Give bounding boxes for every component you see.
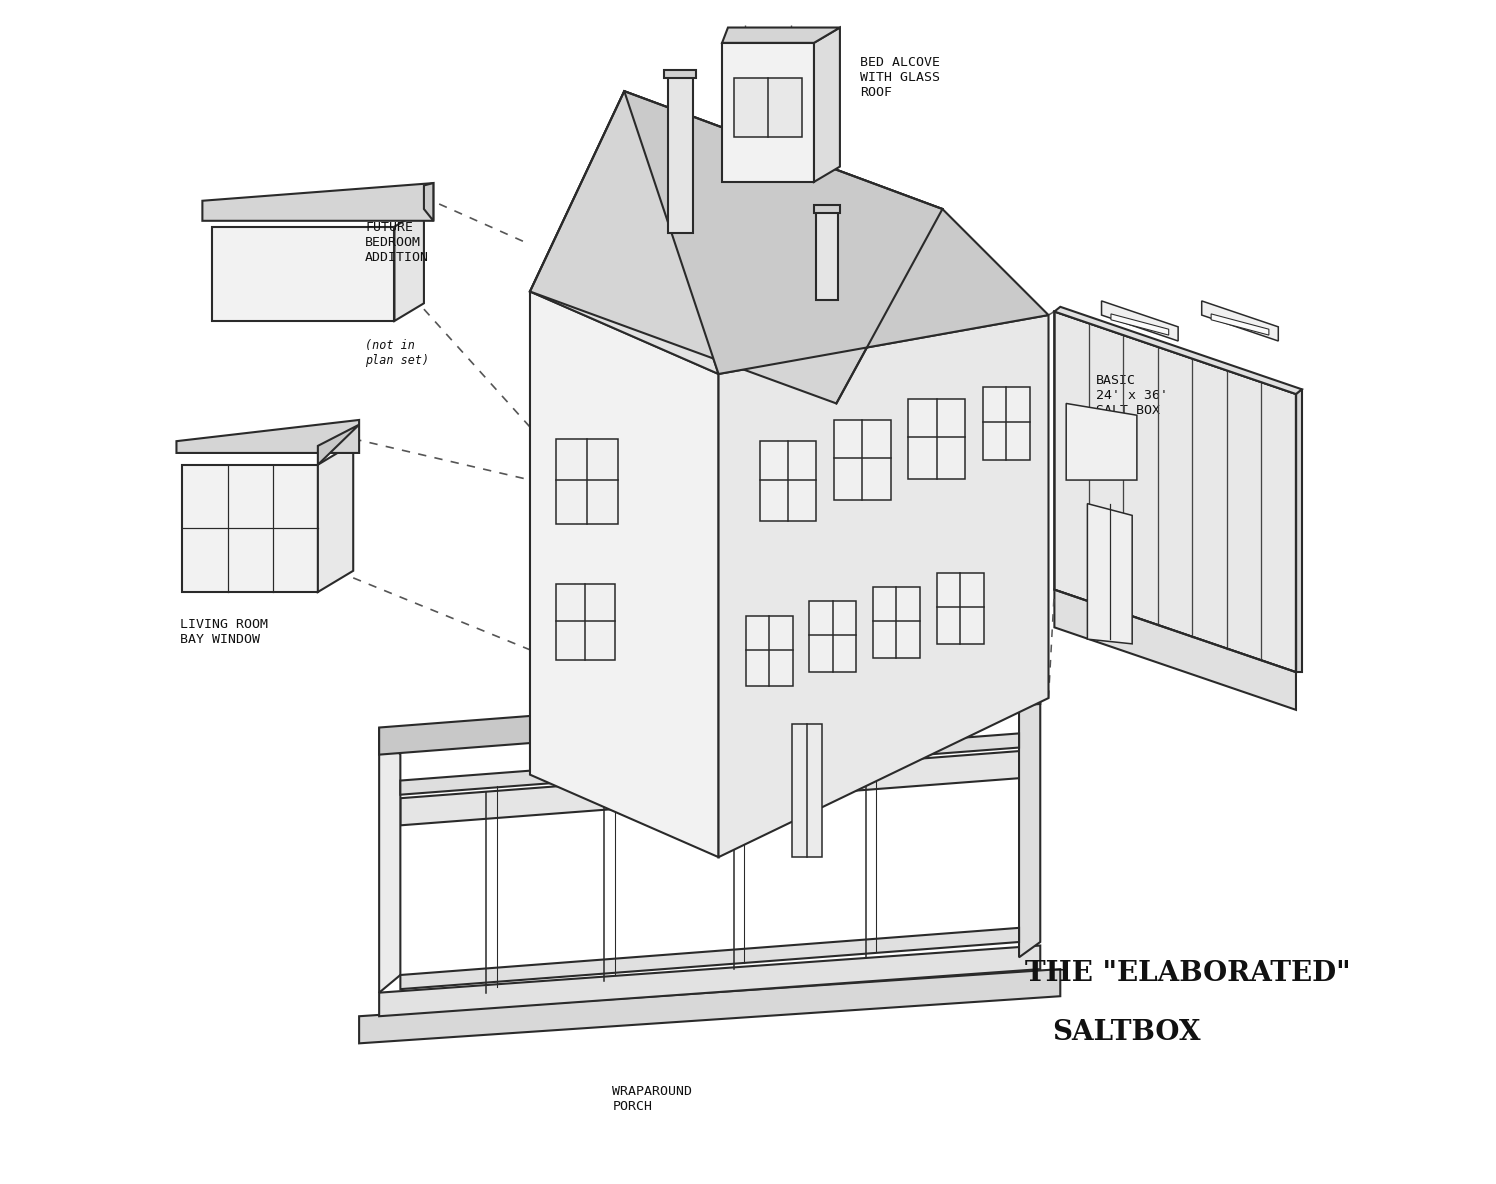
Polygon shape [378,677,1040,754]
Polygon shape [530,91,718,374]
Polygon shape [1112,314,1168,335]
Polygon shape [1067,404,1137,480]
Polygon shape [317,425,359,465]
Polygon shape [791,723,823,857]
Polygon shape [395,210,423,321]
Polygon shape [401,928,1019,989]
Text: BED ALCOVE
WITH GLASS
ROOF: BED ALCOVE WITH GLASS ROOF [860,56,939,98]
Polygon shape [936,573,984,644]
Polygon shape [183,465,317,592]
Polygon shape [760,442,817,521]
Text: BASIC
24' x 36'
SALT BOX: BASIC 24' x 36' SALT BOX [1095,374,1168,417]
Polygon shape [735,78,802,137]
Text: SOLAR
SUNSPACE: SOLAR SUNSPACE [966,507,1031,535]
Polygon shape [401,733,1019,794]
Polygon shape [401,751,1019,825]
Text: WRAPAROUND
PORCH: WRAPAROUND PORCH [612,1085,693,1113]
Polygon shape [378,727,401,992]
Polygon shape [814,27,839,182]
Polygon shape [1055,590,1296,710]
Text: FUTURE
BEDROOM
ADDITION: FUTURE BEDROOM ADDITION [365,220,429,264]
Text: LIVING ROOM
BAY WINDOW: LIVING ROOM BAY WINDOW [180,618,268,646]
Polygon shape [177,420,359,453]
Polygon shape [624,91,1049,374]
Polygon shape [212,226,395,321]
Polygon shape [1088,503,1132,644]
Polygon shape [809,601,856,673]
Polygon shape [557,439,618,523]
Text: (not in
plan set): (not in plan set) [365,339,429,367]
Polygon shape [908,399,965,478]
Polygon shape [557,584,615,661]
Polygon shape [1212,314,1269,335]
Polygon shape [1296,390,1302,673]
Polygon shape [817,210,838,300]
Polygon shape [745,616,793,687]
Polygon shape [983,387,1029,461]
Polygon shape [835,420,890,500]
Polygon shape [1101,301,1179,341]
Polygon shape [1055,311,1296,673]
Polygon shape [1019,677,1040,958]
Polygon shape [530,91,942,404]
Polygon shape [423,184,434,220]
Polygon shape [718,315,1049,857]
Polygon shape [530,291,718,857]
Polygon shape [723,43,814,182]
Polygon shape [667,73,693,232]
Text: SALTBOX: SALTBOX [1052,1018,1201,1045]
Polygon shape [664,70,696,78]
Polygon shape [1055,307,1302,394]
Polygon shape [814,206,839,213]
Text: THE "ELABORATED": THE "ELABORATED" [1025,960,1351,986]
Polygon shape [1201,301,1278,341]
Polygon shape [378,946,1040,1016]
Polygon shape [723,27,839,43]
Polygon shape [202,184,434,220]
Polygon shape [359,969,1061,1043]
Polygon shape [872,587,920,658]
Polygon shape [317,444,353,592]
